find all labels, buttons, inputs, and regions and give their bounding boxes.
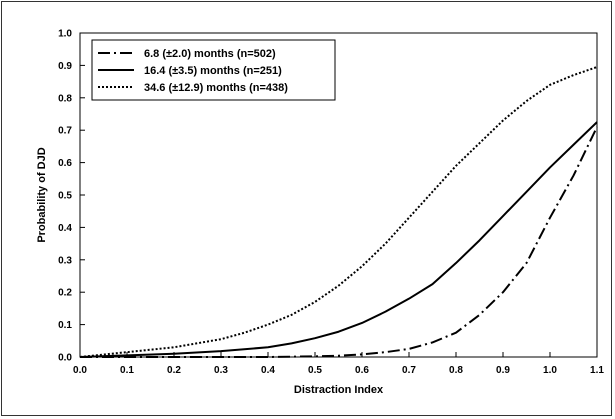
x-tick-label: 1.1 [590, 365, 604, 376]
y-axis-title: Probability of DJD [36, 147, 48, 242]
y-tick-label: 0.0 [58, 353, 72, 364]
legend-label-3: 34.6 (±12.9) months (n=438) [144, 82, 288, 94]
series-line-1 [80, 126, 598, 358]
x-axis-title: Distraction Index [294, 384, 384, 396]
x-tick-label: 0.8 [449, 365, 463, 376]
y-tick-label: 0.7 [58, 126, 72, 137]
x-tick-label: 0.1 [120, 365, 134, 376]
x-tick-label: 0.4 [261, 365, 275, 376]
x-tick-label: 0.5 [308, 365, 322, 376]
legend-label-2: 16.4 (±3.5) months (n=251) [144, 65, 282, 77]
y-tick-label: 0.8 [58, 93, 72, 104]
legend: 6.8 (±2.0) months (n=502) 16.4 (±3.5) mon… [91, 39, 336, 101]
legend-label-1: 6.8 (±2.0) months (n=502) [144, 48, 276, 60]
y-tick-label: 0.5 [58, 191, 72, 202]
series-line-2 [79, 121, 598, 358]
y-tick-label: 1.0 [58, 29, 72, 40]
x-tick-label: 0.9 [496, 365, 510, 376]
x-tick-label: 0.7 [402, 365, 416, 376]
y-tick-label: 0.1 [58, 320, 72, 331]
y-tick-label: 0.3 [58, 255, 72, 266]
x-tick-label: 0.0 [73, 365, 87, 376]
y-tick-label: 0.2 [58, 288, 72, 299]
x-tick-label: 1.0 [543, 365, 557, 376]
series-layer [79, 66, 598, 358]
y-axis: 0.0 0.1 0.2 0.3 0.4 0.5 0.6 0.7 0.8 0.9 1.0 [58, 29, 85, 364]
y-tick-label: 0.4 [58, 223, 72, 234]
x-tick-label: 0.3 [214, 365, 228, 376]
x-tick-label: 0.6 [355, 365, 369, 376]
x-axis: 0.0 0.1 0.2 0.3 0.4 0.5 0.6 0.7 0.8 0.9 1.0 1.1 [73, 352, 604, 376]
y-tick-label: 0.6 [58, 158, 72, 169]
series-line-3 [79, 66, 598, 358]
x-tick-label: 0.2 [167, 365, 181, 376]
y-tick-label: 0.9 [58, 61, 72, 72]
